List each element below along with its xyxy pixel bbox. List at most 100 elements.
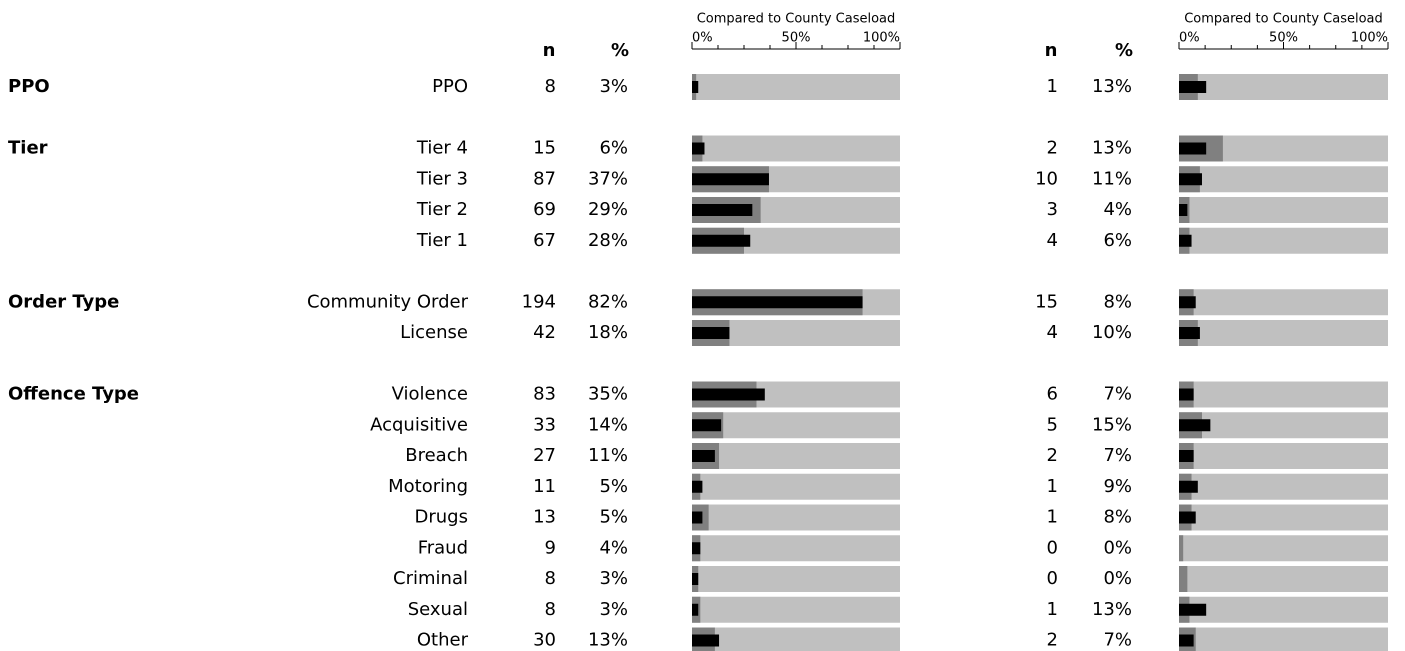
percent-bar [692,327,730,339]
percent: 13% [1092,138,1132,159]
count: 3 [1047,199,1058,220]
bar-background [1179,627,1388,651]
percent: 5% [599,507,628,528]
percent-bar [1179,204,1188,216]
count: 2 [1047,630,1058,651]
count: 194 [522,291,556,312]
row-label: Breach [405,445,468,466]
x-tick-label: 50% [1269,31,1298,46]
n-header: n [543,40,556,61]
group-label: PPO [8,76,50,97]
count: 4 [1047,322,1058,343]
percent-bar [1179,388,1194,401]
percent-bar [692,142,705,155]
bar-background [692,443,900,469]
count: 27 [533,445,556,466]
percent-bar [692,480,703,493]
x-tick-label: 50% [782,31,811,46]
percent-bar [692,234,751,247]
percent-bar [692,419,722,432]
percent-bar [1179,603,1207,616]
bar-background [1179,197,1388,223]
count: 5 [1047,414,1058,435]
bar-background [1179,535,1388,562]
row-label: Tier 1 [416,230,468,251]
percent-bar [692,81,699,93]
count: 67 [533,230,556,251]
percent: 6% [599,138,628,159]
bar-background [1179,596,1388,623]
percent-bar [692,173,769,186]
bar-background [1179,473,1388,500]
pct-header: % [1115,40,1133,61]
x-tick-label: 0% [692,31,713,46]
count: 1 [1047,476,1058,497]
count: 2 [1047,138,1058,159]
percent-bar [1179,327,1200,339]
percent: 8% [1103,291,1132,312]
percent-bar [1179,511,1196,524]
count: 87 [533,168,556,189]
bar-background [1179,412,1388,439]
row-label: Fraud [418,537,468,558]
count: 69 [533,199,556,220]
count: 13 [533,507,556,528]
n-header: n [1045,40,1058,61]
percent: 28% [588,230,628,251]
percent: 7% [1103,445,1132,466]
percent: 13% [588,630,628,651]
percent: 8% [1103,507,1132,528]
percent: 11% [588,445,628,466]
percent: 11% [1092,168,1132,189]
percent: 35% [588,384,628,405]
bar-background [692,135,900,162]
percent: 37% [588,168,628,189]
bar-background [692,566,900,592]
percent-bar [1179,480,1198,493]
percent: 0% [1103,537,1132,558]
percent-bar [692,634,720,647]
percent-bar [1179,173,1202,186]
percent: 3% [599,599,628,620]
percent-bar [1179,634,1194,647]
row-label: Other [417,630,469,651]
percent: 7% [1103,384,1132,405]
row-label: Motoring [388,476,468,497]
count: 6 [1047,384,1058,405]
percent-bar [692,603,699,616]
percent-bar [692,542,701,555]
percent: 0% [1103,568,1132,589]
bar-background [1179,166,1388,193]
count: 0 [1047,537,1058,558]
percent: 4% [599,537,628,558]
count: 8 [545,599,556,620]
count: 0 [1047,568,1058,589]
bar-background [692,627,900,651]
count: 30 [533,630,556,651]
bar-background [1179,320,1388,346]
percent: 3% [599,76,628,97]
percent: 13% [1092,76,1132,97]
percent: 3% [599,568,628,589]
county-bar [1179,535,1184,562]
row-label: Acquisitive [370,414,468,435]
group-label: Offence Type [8,384,139,405]
count: 15 [1035,291,1058,312]
percent: 4% [1103,199,1132,220]
bar-background [1179,504,1388,531]
percent: 5% [599,476,628,497]
percent: 18% [588,322,628,343]
panel-title: Compared to County Caseload [697,12,896,27]
count: 10 [1035,168,1058,189]
percent: 14% [588,414,628,435]
row-label: Community Order [307,291,469,312]
row-label: Tier 3 [416,168,468,189]
count: 11 [533,476,556,497]
row-label: Sexual [408,599,468,620]
percent-bar [1179,450,1194,462]
bar-background [1179,381,1388,408]
percent-bar [1179,296,1196,309]
county-bar [1179,566,1188,592]
count: 15 [533,138,556,159]
